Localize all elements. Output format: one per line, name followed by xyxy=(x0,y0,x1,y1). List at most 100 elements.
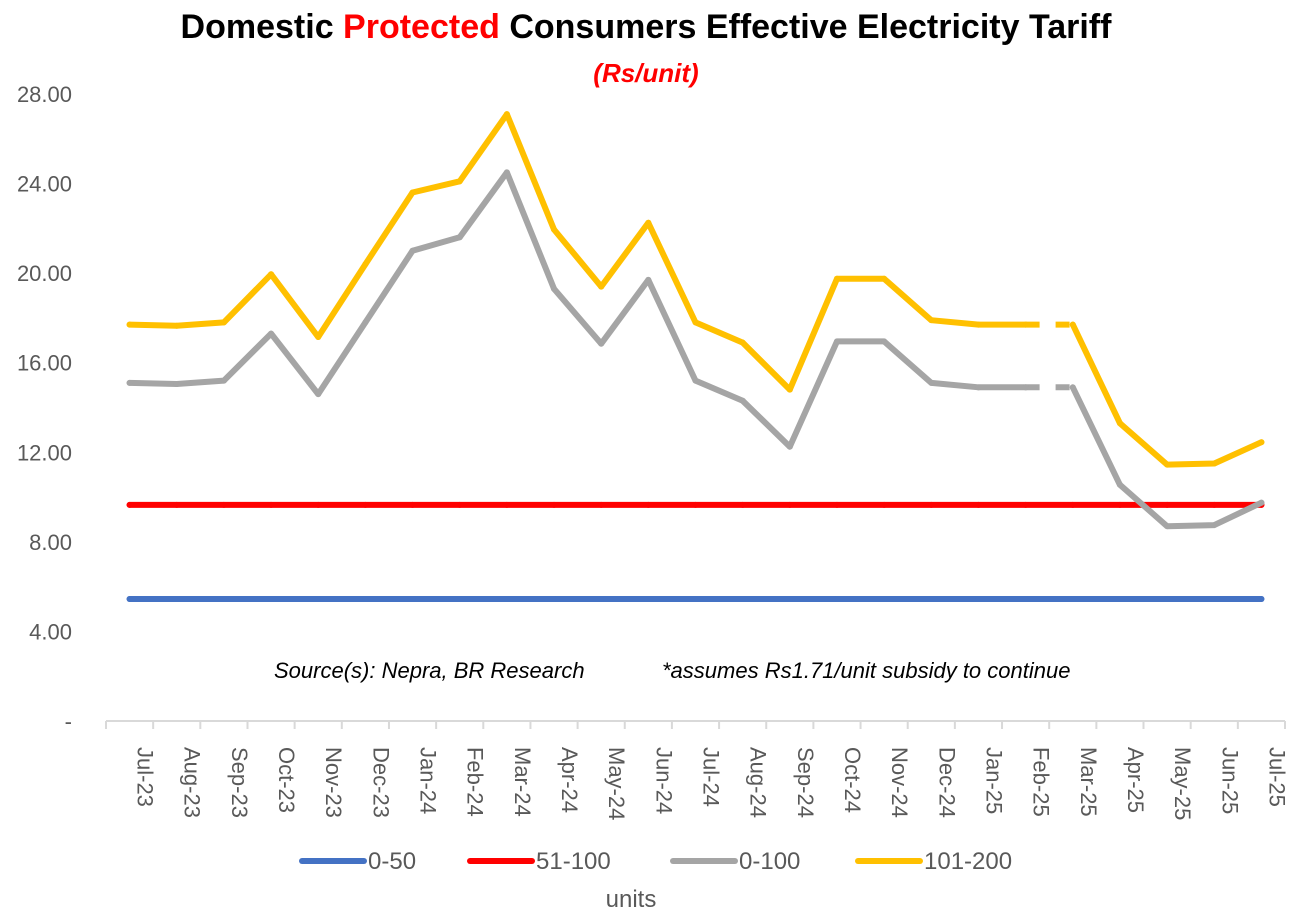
point-0-100-nov-23 xyxy=(315,391,322,398)
point-51-100-apr-24 xyxy=(551,501,558,508)
point-0-50-dec-23 xyxy=(362,595,369,602)
x-tick-label-dec-24: Dec-24 xyxy=(934,747,959,818)
legend-label: 0-100 xyxy=(739,848,800,875)
point-0-100-jul-25 xyxy=(1258,499,1265,506)
point-0-50-feb-25 xyxy=(1022,595,1029,602)
point-0-100-mar-24 xyxy=(503,169,510,176)
point-0-100-mar-25 xyxy=(1069,384,1076,391)
x-tick-label-jul-24: Jul-24 xyxy=(699,747,724,807)
point-0-100-oct-23 xyxy=(268,330,275,337)
point-0-100-feb-24 xyxy=(456,234,463,241)
chart-title: Domestic Protected Consumers Effective E… xyxy=(0,8,1292,47)
point-101-200-jun-25 xyxy=(1211,460,1218,467)
point-51-100-nov-24 xyxy=(881,501,888,508)
source-note: Source(s): Nepra, BR Research xyxy=(274,658,585,683)
series-line-0-100 xyxy=(126,169,1029,450)
point-0-50-jan-24 xyxy=(409,595,416,602)
point-0-50-nov-23 xyxy=(315,595,322,602)
x-tick-label-may-24: May-24 xyxy=(604,747,629,820)
point-0-50-dec-24 xyxy=(928,595,935,602)
point-101-200-feb-25 xyxy=(1022,321,1029,328)
point-0-100-apr-25 xyxy=(1116,481,1123,488)
point-101-200-may-25 xyxy=(1164,461,1171,468)
x-tick-label-jan-24: Jan-24 xyxy=(416,747,441,814)
point-0-50-nov-24 xyxy=(881,595,888,602)
legend-item-0-100: 0-100 xyxy=(670,848,800,875)
y-tick-label: 20.00 xyxy=(17,261,72,286)
x-axis-label: units xyxy=(605,886,657,913)
point-0-100-aug-23 xyxy=(173,380,180,387)
point-51-100-sep-23 xyxy=(220,501,227,508)
point-0-50-jun-24 xyxy=(645,595,652,602)
point-101-200-mar-25 xyxy=(1069,321,1076,328)
x-tick-label-oct-23: Oct-23 xyxy=(274,747,299,813)
x-tick-label-sep-24: Sep-24 xyxy=(793,747,818,818)
point-0-100-oct-24 xyxy=(833,338,840,345)
point-0-50-mar-24 xyxy=(503,595,510,602)
y-tick-label: 24.00 xyxy=(17,172,72,197)
x-tick-label-oct-24: Oct-24 xyxy=(840,747,865,813)
point-51-100-jul-23 xyxy=(126,501,133,508)
point-0-50-apr-24 xyxy=(551,595,558,602)
point-0-100-may-25 xyxy=(1164,523,1171,530)
point-51-100-dec-23 xyxy=(362,501,369,508)
title-part-3: Consumers Effective Electricity Tariff xyxy=(499,8,1112,46)
point-101-200-aug-23 xyxy=(173,322,180,329)
point-51-100-oct-24 xyxy=(833,501,840,508)
point-51-100-jun-24 xyxy=(645,501,652,508)
x-tick-label-feb-25: Feb-25 xyxy=(1029,747,1054,817)
point-101-200-nov-23 xyxy=(315,333,322,340)
point-101-200-oct-23 xyxy=(268,271,275,278)
x-tick-label-apr-24: Apr-24 xyxy=(557,747,582,813)
point-0-50-mar-25 xyxy=(1069,595,1076,602)
title-part-1: Domestic xyxy=(180,8,344,46)
point-0-100-may-24 xyxy=(598,340,605,347)
x-tick-label-nov-23: Nov-23 xyxy=(321,747,346,818)
point-51-100-oct-23 xyxy=(268,501,275,508)
point-0-50-may-25 xyxy=(1164,595,1171,602)
x-axis: Jul-23 Aug-23 Sep-23 Oct-23 Nov-23 Dec-23 Jan-… xyxy=(105,720,1289,820)
point-101-200-feb-24 xyxy=(456,178,463,185)
point-0-100-sep-24 xyxy=(786,443,793,450)
point-0-100-jun-24 xyxy=(645,276,652,283)
series-0-50 xyxy=(126,595,1265,602)
point-101-200-jul-24 xyxy=(692,319,699,326)
point-0-100-feb-25 xyxy=(1022,384,1029,391)
point-101-200-sep-23 xyxy=(220,319,227,326)
point-0-100-dec-23 xyxy=(362,319,369,326)
legend-item-51-100: 51-100 xyxy=(467,848,611,875)
point-101-200-jul-25 xyxy=(1258,439,1265,446)
y-tick-label: 28.00 xyxy=(17,82,72,107)
x-tick-label-jun-25: Jun-25 xyxy=(1217,747,1242,814)
point-51-100-apr-25 xyxy=(1116,501,1123,508)
point-51-100-jan-25 xyxy=(975,501,982,508)
y-tick-label: 16.00 xyxy=(17,351,72,376)
point-51-100-mar-25 xyxy=(1069,501,1076,508)
point-101-200-jul-23 xyxy=(126,321,133,328)
subsidy-note: *assumes Rs1.71/unit subsidy to continue xyxy=(662,658,1071,683)
point-51-100-may-25 xyxy=(1164,501,1171,508)
legend-item-101-200: 101-200 xyxy=(855,848,1012,875)
point-101-200-jun-24 xyxy=(645,219,652,226)
point-51-100-jan-24 xyxy=(409,501,416,508)
y-tick-label: 4.00 xyxy=(29,619,72,644)
title-highlight: Protected xyxy=(343,8,500,46)
point-101-200-may-24 xyxy=(598,283,605,290)
point-101-200-nov-24 xyxy=(881,275,888,282)
point-51-100-aug-24 xyxy=(739,501,746,508)
x-tick-label-aug-24: Aug-24 xyxy=(746,747,771,818)
x-tick-label-jul-25: Jul-25 xyxy=(1264,747,1289,807)
point-51-100-jul-24 xyxy=(692,501,699,508)
point-101-200-jan-24 xyxy=(409,189,416,196)
series-line-101-200 xyxy=(126,111,1029,393)
point-0-100-jun-25 xyxy=(1211,522,1218,529)
x-tick-label-mar-24: Mar-24 xyxy=(510,747,535,817)
point-101-200-dec-23 xyxy=(362,261,369,268)
point-0-50-oct-23 xyxy=(268,595,275,602)
legend-label: 0-50 xyxy=(368,848,416,875)
point-51-100-aug-23 xyxy=(173,501,180,508)
point-101-200-mar-24 xyxy=(503,111,510,118)
series-101-200 xyxy=(126,111,1265,468)
point-0-100-nov-24 xyxy=(881,338,888,345)
